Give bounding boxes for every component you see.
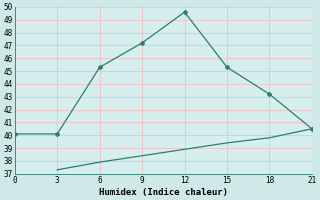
X-axis label: Humidex (Indice chaleur): Humidex (Indice chaleur) — [99, 188, 228, 197]
